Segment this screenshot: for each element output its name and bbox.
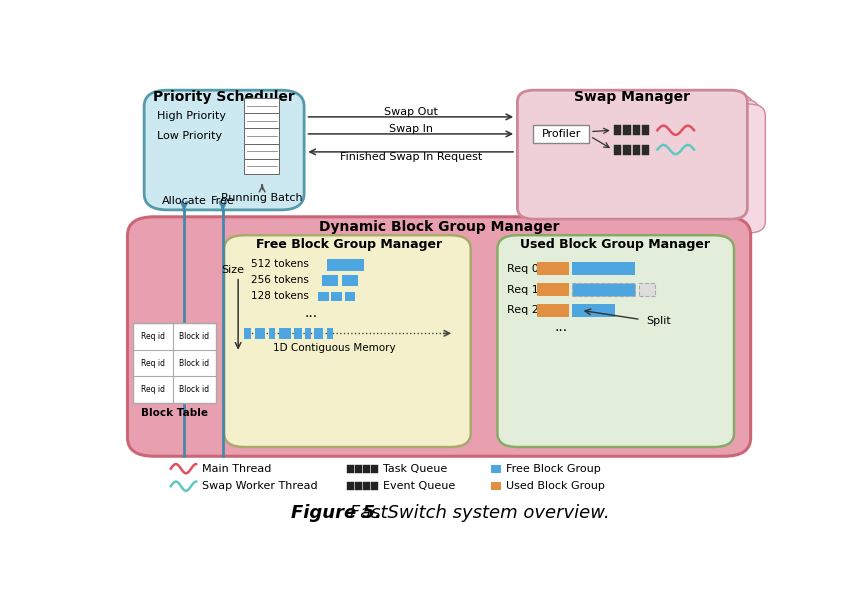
Bar: [538, 304, 569, 317]
Bar: [322, 275, 338, 286]
Text: Free: Free: [211, 196, 235, 206]
Text: Req id: Req id: [141, 332, 165, 341]
Text: Running Batch: Running Batch: [221, 193, 303, 203]
FancyBboxPatch shape: [614, 145, 622, 155]
FancyBboxPatch shape: [372, 482, 378, 490]
Text: Task Queue: Task Queue: [383, 463, 447, 474]
FancyBboxPatch shape: [624, 145, 630, 155]
FancyBboxPatch shape: [244, 129, 279, 144]
Text: Block id: Block id: [180, 358, 210, 368]
Bar: [331, 292, 342, 301]
Text: Block id: Block id: [180, 385, 210, 394]
Bar: [328, 259, 364, 271]
FancyBboxPatch shape: [642, 145, 649, 155]
FancyBboxPatch shape: [364, 482, 370, 490]
Text: Low Priority: Low Priority: [157, 131, 223, 141]
Text: Free Block Group: Free Block Group: [506, 463, 601, 474]
Text: Profiler: Profiler: [542, 129, 581, 139]
Text: ...: ...: [554, 321, 568, 334]
Text: Used Block Group: Used Block Group: [506, 481, 605, 491]
Text: Req 2: Req 2: [507, 305, 539, 315]
FancyBboxPatch shape: [614, 125, 622, 135]
Text: Swap In: Swap In: [389, 124, 433, 134]
FancyBboxPatch shape: [224, 235, 470, 447]
Bar: [491, 465, 501, 473]
Text: Event Queue: Event Queue: [383, 481, 455, 491]
FancyBboxPatch shape: [624, 125, 630, 135]
FancyBboxPatch shape: [355, 482, 362, 490]
FancyBboxPatch shape: [372, 465, 378, 473]
FancyBboxPatch shape: [244, 113, 279, 129]
Text: 128 tokens: 128 tokens: [251, 291, 309, 301]
FancyBboxPatch shape: [532, 125, 589, 143]
Bar: [244, 328, 251, 339]
Bar: [255, 328, 266, 339]
Bar: [345, 292, 355, 301]
Bar: [572, 263, 636, 275]
FancyBboxPatch shape: [132, 323, 216, 403]
FancyBboxPatch shape: [524, 94, 753, 224]
Text: Dynamic Block Group Manager: Dynamic Block Group Manager: [319, 221, 560, 234]
Bar: [327, 328, 334, 339]
Text: Swap Worker Thread: Swap Worker Thread: [202, 481, 317, 491]
Text: Used Block Group Manager: Used Block Group Manager: [520, 239, 710, 251]
Text: Free Block Group Manager: Free Block Group Manager: [255, 239, 442, 251]
Bar: [639, 283, 655, 296]
FancyBboxPatch shape: [364, 465, 370, 473]
Text: 1D Contiguous Memory: 1D Contiguous Memory: [273, 343, 396, 353]
FancyBboxPatch shape: [355, 465, 362, 473]
Bar: [572, 283, 636, 296]
FancyBboxPatch shape: [244, 159, 279, 174]
Bar: [318, 292, 329, 301]
Text: ...: ...: [304, 306, 317, 319]
FancyBboxPatch shape: [633, 125, 640, 135]
Text: Block id: Block id: [180, 332, 210, 341]
Bar: [305, 328, 310, 339]
Text: Swap Out: Swap Out: [384, 107, 438, 117]
Bar: [538, 283, 569, 296]
Text: Main Thread: Main Thread: [202, 463, 272, 474]
FancyBboxPatch shape: [244, 98, 279, 113]
Bar: [572, 304, 616, 317]
FancyBboxPatch shape: [642, 125, 649, 135]
FancyBboxPatch shape: [497, 235, 734, 447]
Text: High Priority: High Priority: [157, 111, 226, 121]
Text: Req 0: Req 0: [507, 264, 539, 274]
FancyBboxPatch shape: [347, 482, 354, 490]
Bar: [538, 263, 569, 275]
Text: FastSwitch system overview.: FastSwitch system overview.: [344, 504, 610, 522]
Text: Size: Size: [221, 265, 244, 274]
FancyBboxPatch shape: [633, 145, 640, 155]
Bar: [279, 328, 291, 339]
Text: 256 tokens: 256 tokens: [251, 275, 309, 285]
Text: 512 tokens: 512 tokens: [251, 259, 309, 269]
Text: Allocate: Allocate: [162, 196, 206, 206]
Text: Figure 5.: Figure 5.: [291, 504, 382, 522]
FancyBboxPatch shape: [127, 217, 751, 456]
Text: Req id: Req id: [141, 358, 165, 368]
Bar: [294, 328, 302, 339]
FancyBboxPatch shape: [536, 104, 765, 233]
Text: Finished Swap In Request: Finished Swap In Request: [340, 152, 482, 162]
FancyBboxPatch shape: [518, 90, 747, 219]
FancyBboxPatch shape: [244, 144, 279, 159]
Text: Req id: Req id: [141, 385, 165, 394]
Bar: [314, 328, 323, 339]
Text: Swap Manager: Swap Manager: [574, 90, 690, 104]
FancyBboxPatch shape: [347, 465, 354, 473]
FancyBboxPatch shape: [144, 90, 304, 210]
Bar: [491, 482, 501, 490]
Text: Block Table: Block Table: [141, 408, 208, 419]
FancyBboxPatch shape: [530, 99, 759, 228]
Bar: [342, 275, 358, 286]
Text: Req 1: Req 1: [507, 285, 539, 295]
Text: Split: Split: [646, 316, 671, 327]
Text: Priority Scheduler: Priority Scheduler: [153, 90, 295, 104]
Bar: [269, 328, 275, 339]
